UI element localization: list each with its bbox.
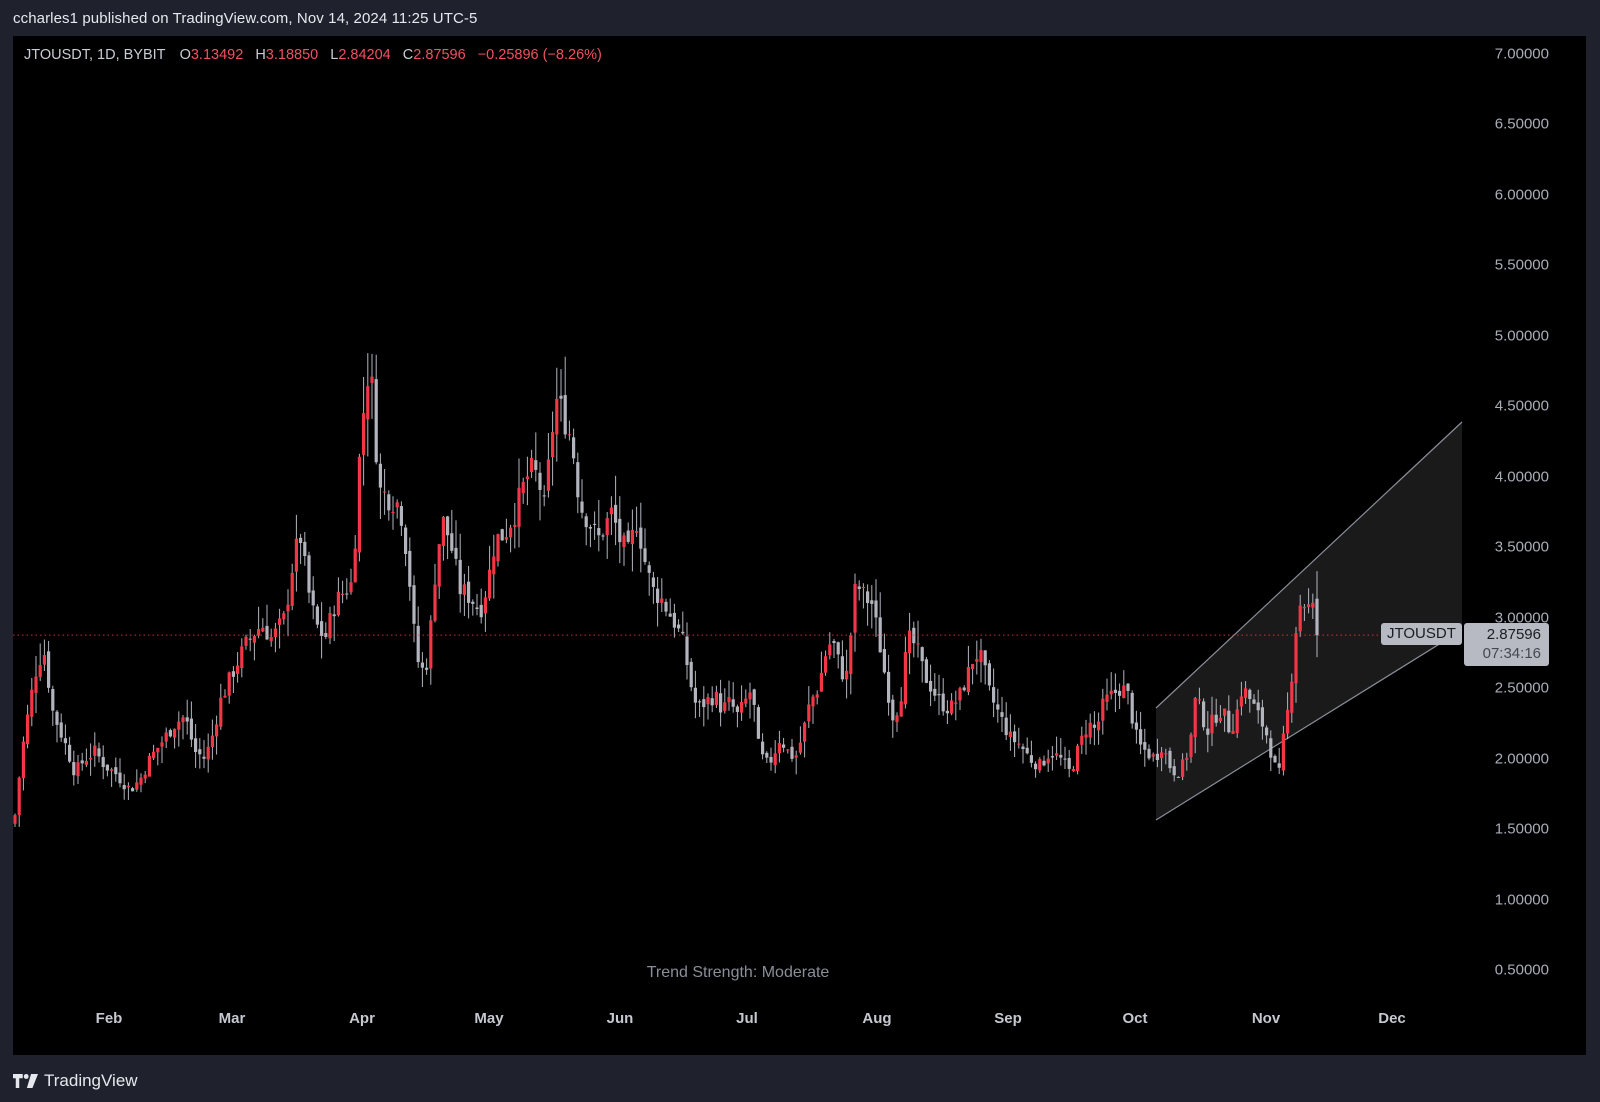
high-value: 3.18850 bbox=[265, 47, 319, 63]
chart-pane[interactable]: JTOUSDT, 1D, BYBIT O3.13492 H3.18850 L2.… bbox=[13, 36, 1586, 1055]
low-value: 2.84204 bbox=[338, 47, 391, 63]
price-tick-label: 2.00000 bbox=[1494, 750, 1549, 768]
symbol-info: JTOUSDT, 1D, BYBIT bbox=[24, 47, 166, 63]
price-tick-label: 6.00000 bbox=[1494, 186, 1549, 204]
time-tick-label: Sep bbox=[994, 1010, 1022, 1027]
channel-fill bbox=[1156, 422, 1462, 820]
last-price-value: 2.87596 bbox=[1486, 626, 1541, 643]
time-tick-label: Jul bbox=[736, 1010, 758, 1027]
open-label: O bbox=[179, 47, 191, 63]
channel-upper-line bbox=[1155, 421, 1463, 709]
candlestick-plot[interactable] bbox=[13, 36, 1586, 1055]
price-tick-label: 3.50000 bbox=[1494, 538, 1549, 556]
time-tick-label: Apr bbox=[349, 1010, 375, 1027]
change-value: −0.25896 (−8.26%) bbox=[477, 47, 602, 63]
time-tick-label: Mar bbox=[218, 1010, 246, 1027]
open-value: 3.13492 bbox=[190, 47, 244, 63]
low-label: L bbox=[330, 47, 339, 63]
close-value: 2.87596 bbox=[413, 47, 466, 63]
bar-countdown: 07:34:16 bbox=[1482, 645, 1541, 662]
tradingview-logo-icon bbox=[13, 1074, 38, 1088]
time-tick-label: Feb bbox=[95, 1010, 123, 1027]
price-tick-label: 1.50000 bbox=[1494, 820, 1549, 838]
price-tick-label: 3.00000 bbox=[1494, 609, 1549, 627]
time-tick-label: Dec bbox=[1378, 1010, 1406, 1027]
price-tick-label: 7.00000 bbox=[1494, 45, 1549, 63]
price-tick-label: 2.50000 bbox=[1494, 679, 1549, 697]
trend-strength-annotation: Trend Strength: Moderate bbox=[646, 964, 830, 981]
last-price-symbol-tag: JTOUSDT bbox=[1381, 623, 1462, 645]
time-tick-label: May bbox=[474, 1010, 504, 1027]
channel-lower-line bbox=[1155, 629, 1463, 821]
time-tick-label: Jun bbox=[606, 1010, 634, 1027]
ohlc-legend: JTOUSDT, 1D, BYBIT O3.13492 H3.18850 L2.… bbox=[24, 47, 602, 63]
time-tick-label: Aug bbox=[862, 1010, 892, 1027]
high-label: H bbox=[255, 47, 266, 63]
publisher-line: ccharles1 published on TradingView.com, … bbox=[13, 10, 478, 27]
price-tick-label: 4.00000 bbox=[1494, 468, 1549, 486]
price-tick-label: 6.50000 bbox=[1494, 115, 1549, 133]
last-price-tag: 2.87596 07:34:16 bbox=[1464, 623, 1549, 666]
time-tick-label: Oct bbox=[1122, 1010, 1148, 1027]
price-tick-label: 4.50000 bbox=[1494, 397, 1549, 415]
price-tick-label: 5.00000 bbox=[1494, 327, 1549, 345]
time-tick-label: Nov bbox=[1251, 1010, 1281, 1027]
price-tick-label: 1.00000 bbox=[1494, 891, 1549, 909]
price-tick-label: 0.50000 bbox=[1494, 961, 1549, 979]
close-label: C bbox=[402, 47, 414, 63]
tradingview-footer[interactable]: TradingView bbox=[13, 1071, 138, 1091]
candles bbox=[13, 353, 1319, 827]
price-tick-label: 5.50000 bbox=[1494, 256, 1549, 274]
brand-name: TradingView bbox=[44, 1071, 138, 1090]
